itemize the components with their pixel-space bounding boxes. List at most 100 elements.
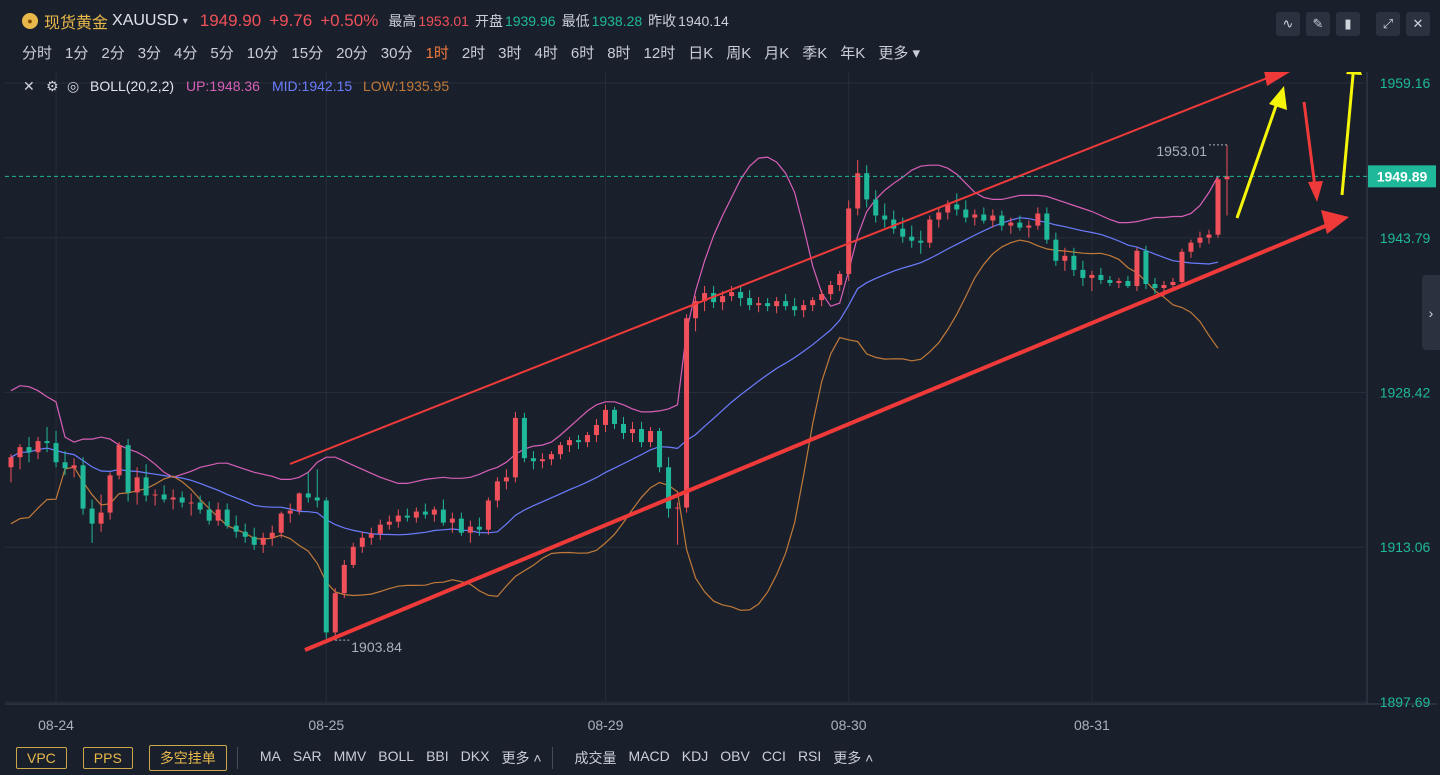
period-tab[interactable]: 6时 — [570, 45, 595, 62]
candle-body — [837, 273, 843, 286]
candle-body — [44, 441, 50, 444]
period-tab[interactable]: 周K — [726, 45, 752, 62]
candle-body — [566, 440, 572, 446]
candle-body — [206, 509, 212, 521]
candle-body — [440, 509, 446, 523]
y-tick-label: 1897.69 — [1380, 694, 1431, 710]
candle-body — [503, 477, 509, 482]
candle-body — [1215, 179, 1221, 235]
period-tab[interactable]: 20分 — [336, 45, 368, 62]
indicator-option[interactable]: CCI — [761, 747, 786, 764]
period-tab[interactable]: 12时 — [643, 45, 676, 62]
indicator-option[interactable]: MA — [259, 747, 281, 764]
candle-body — [783, 301, 789, 307]
vpc-button[interactable]: VPC — [16, 746, 67, 769]
candle-body — [1017, 222, 1023, 228]
candle-body — [35, 441, 41, 453]
indicator-option[interactable]: MACD — [628, 747, 670, 764]
indicator-option[interactable]: OBV — [720, 747, 750, 764]
candle-body — [819, 294, 825, 301]
period-tab[interactable]: 4时 — [534, 45, 558, 62]
candle-body — [855, 173, 861, 209]
main-indicators: MA SAR MMV BOLL BBI DKX 更多 ˄ — [248, 748, 542, 768]
candle-body — [539, 459, 545, 462]
symbol-cn[interactable]: 现货黄金 — [44, 15, 109, 32]
period-tab[interactable]: 8时 — [607, 45, 631, 62]
candle-body — [251, 536, 257, 545]
candle-body — [1026, 225, 1032, 228]
price-chart[interactable]: 1959.16 1943.79 1928.42 1913.06 1897.69 08-24… — [5, 54, 1437, 739]
period-tab[interactable]: 季K — [802, 45, 828, 62]
period-tab[interactable]: 2时 — [461, 45, 486, 62]
period-tab[interactable]: 1分 — [65, 45, 89, 62]
period-tab[interactable]: 30分 — [380, 45, 413, 62]
candle-body — [314, 497, 320, 501]
indicator-option[interactable]: SAR — [292, 747, 322, 764]
candle-body — [278, 513, 284, 533]
period-tab[interactable]: 10分 — [246, 45, 279, 62]
candle-body — [900, 228, 906, 237]
candle-body — [89, 508, 95, 524]
line-chart-icon[interactable]: ∿ — [1276, 12, 1300, 36]
candle-body — [350, 546, 356, 565]
candle-body — [98, 512, 104, 524]
current-price-tag — [1368, 165, 1436, 188]
expand-panel-button[interactable]: › — [1422, 275, 1440, 350]
indicator-option[interactable]: 更多 ˄ — [833, 749, 874, 766]
candle-body — [1116, 280, 1122, 283]
candle-body — [530, 458, 536, 462]
candle-body — [864, 173, 870, 200]
pps-button[interactable]: PPS — [82, 746, 133, 769]
indicator-option[interactable]: MMV — [333, 747, 367, 764]
period-tab[interactable]: 年K — [840, 45, 866, 62]
period-tab[interactable]: 3时 — [498, 45, 522, 62]
candle-body — [1008, 222, 1014, 226]
yellow-up-arrow-2 — [1340, 63, 1356, 196]
orders-button[interactable]: 多空挂单 — [148, 744, 227, 771]
period-tab[interactable]: 3分 — [137, 45, 162, 62]
period-tab[interactable]: 4分 — [174, 45, 198, 62]
last-price: 1949.90 — [199, 11, 262, 30]
period-tab[interactable]: 更多 ▾ — [878, 45, 921, 62]
candle-body — [170, 497, 176, 500]
period-tab[interactable]: 月K — [764, 45, 790, 62]
period-tab[interactable]: 1时 — [425, 45, 449, 62]
period-tab[interactable]: 2分 — [101, 45, 125, 62]
period-tab[interactable]: 分时 — [22, 45, 53, 62]
period-tab[interactable]: 5分 — [210, 45, 234, 62]
indicator-option[interactable]: BOLL — [378, 747, 415, 764]
indicator-option[interactable]: BBI — [426, 747, 449, 764]
indicator-option[interactable]: KDJ — [681, 747, 709, 764]
y-tick-label: 1913.06 — [1380, 539, 1431, 555]
candle-body — [1080, 269, 1086, 278]
close-icon[interactable]: ✕ — [1406, 12, 1430, 36]
indicator-option[interactable]: RSI — [797, 747, 822, 764]
indicator-option[interactable]: 更多 ˄ — [501, 749, 542, 766]
indicator-option[interactable]: DKX — [460, 747, 490, 764]
chevron-down-icon[interactable]: ▾ — [182, 15, 188, 27]
indicator-option[interactable]: 成交量 — [574, 749, 617, 766]
candle-body — [954, 204, 960, 210]
candle-body — [801, 305, 807, 311]
draw-pen-icon[interactable]: ✎ — [1306, 12, 1330, 36]
candle-body — [828, 285, 834, 295]
lower-channel-line — [304, 220, 1336, 652]
candle-body — [476, 526, 482, 530]
candle-body — [188, 502, 194, 504]
candle-body — [17, 447, 23, 458]
candle-body — [639, 429, 645, 443]
x-tick-label: 08-24 — [38, 717, 74, 733]
candle-body — [125, 445, 131, 493]
period-tab[interactable]: 15分 — [291, 45, 324, 62]
candle-body — [873, 199, 879, 216]
candle-body — [53, 443, 59, 463]
chart-canvas[interactable]: 1959.16 1943.79 1928.42 1913.06 1897.69 08-24… — [5, 54, 1437, 739]
collapse-icon[interactable]: ⤢ — [1376, 12, 1400, 36]
candle-body — [575, 440, 581, 443]
candle-body — [1035, 213, 1041, 226]
candle-body — [548, 454, 554, 460]
stat-prev: 昨收 1940.14 — [648, 11, 729, 31]
period-tab[interactable]: 日K — [688, 45, 714, 62]
symbol-code[interactable]: XAUUSD — [112, 12, 179, 29]
candlestick-icon[interactable]: ▮ — [1336, 12, 1360, 36]
